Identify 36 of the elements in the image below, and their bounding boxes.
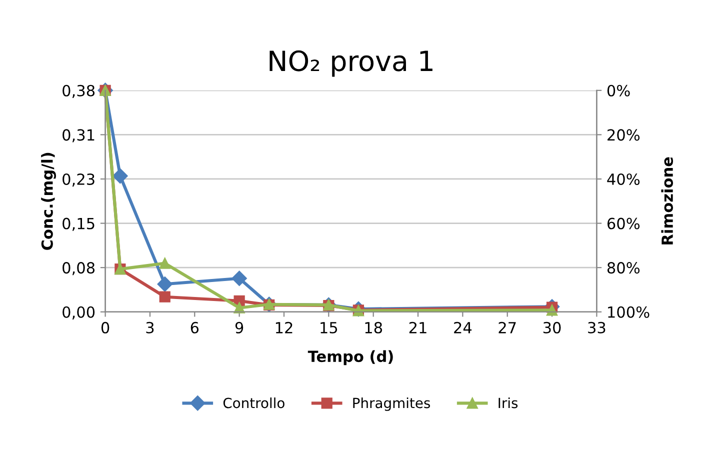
point — [112, 168, 128, 184]
point — [157, 276, 172, 292]
x-tick-label: 24 — [454, 322, 472, 334]
y2-tick-label: 100% — [608, 306, 650, 318]
x-tick-label: 3 — [146, 322, 154, 334]
x-tick-label: 15 — [320, 322, 338, 334]
x-tick-label: 27 — [498, 322, 516, 334]
x-tick-label: 0 — [101, 322, 110, 334]
y2-tick-label: 60% — [607, 218, 640, 230]
y-tick-label: 0,31 — [62, 129, 94, 142]
y2-tick-label: 20% — [608, 129, 640, 141]
x-tick-label: 9 — [235, 322, 244, 334]
x-tick-label: 30 — [543, 322, 561, 334]
chart-title: NO₂ prova 1 — [270, 50, 432, 77]
y-tick-label: 0,38 — [62, 84, 95, 98]
x-axis-title: Tempo (d) — [308, 350, 393, 366]
y-tick-label: 0,15 — [62, 218, 94, 231]
y2-tick-label: 0% — [607, 84, 630, 96]
y2-axis-title: Rimozione — [661, 157, 674, 244]
x-tick-label: 21 — [409, 322, 426, 334]
point — [232, 270, 247, 286]
x-tick-label: 33 — [588, 322, 606, 334]
point — [159, 291, 170, 302]
y-axis-title: Conc.(mg/l) — [41, 152, 56, 250]
x-tick-label: 18 — [365, 322, 382, 334]
legend-label: Iris — [498, 397, 518, 408]
x-tick-label: 6 — [190, 322, 199, 334]
y-tick-label: 0,00 — [62, 306, 95, 320]
legend-label: Controllo — [223, 397, 284, 408]
x-tick-label: 12 — [276, 322, 292, 334]
point — [159, 258, 170, 269]
y-tick-label: 0,08 — [62, 262, 95, 276]
legend-label: Phragmites — [353, 397, 430, 411]
y-tick-label: 0,23 — [62, 173, 94, 187]
y2-tick-label: 80% — [607, 262, 640, 274]
y2-tick-label: 40% — [607, 173, 640, 186]
